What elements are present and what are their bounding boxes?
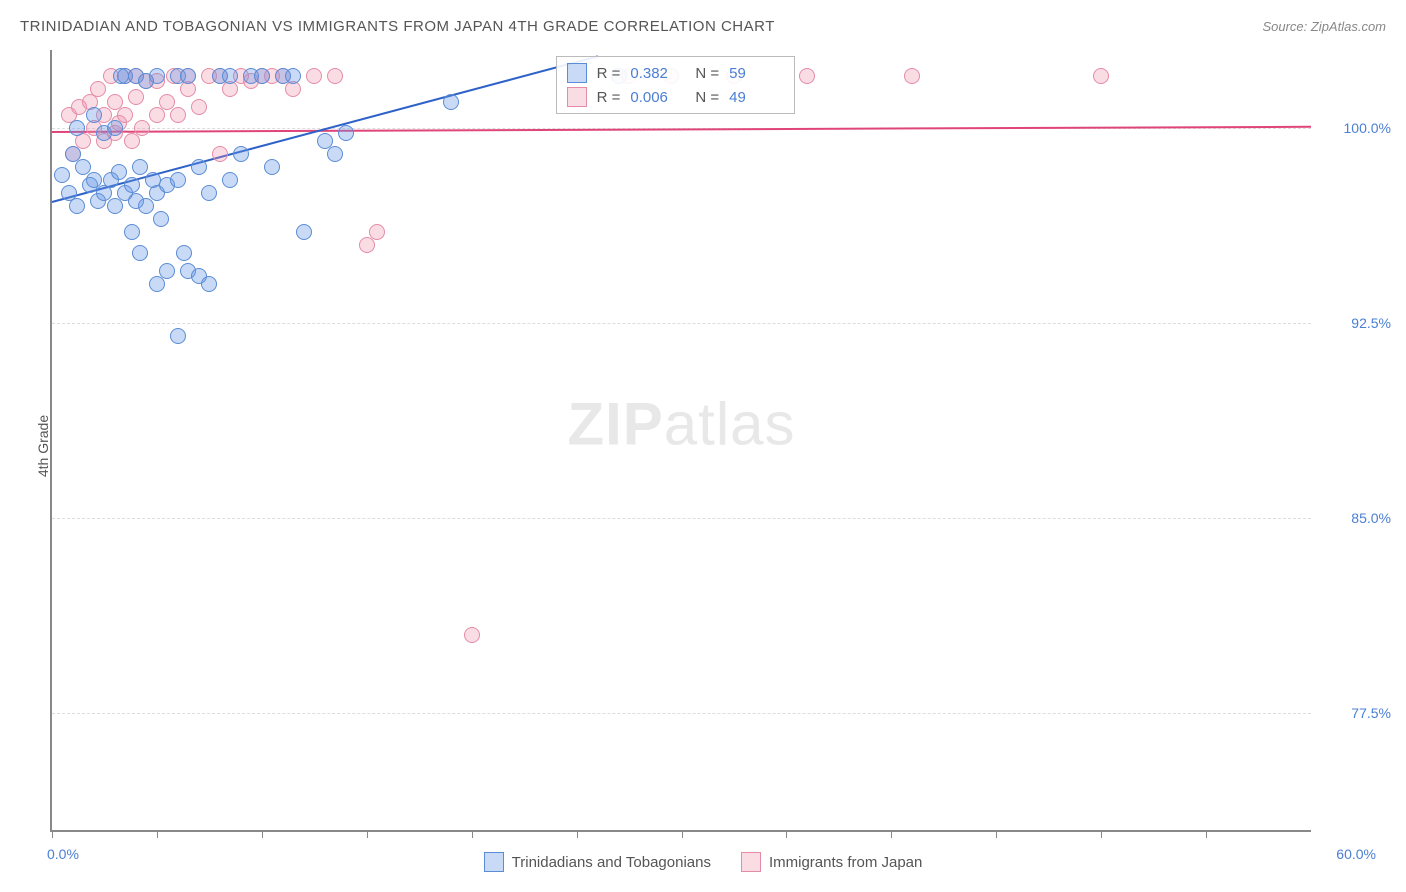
data-point-series1 — [170, 328, 186, 344]
y-axis-label: 4th Grade — [35, 415, 51, 477]
r-legend-row: R = 0.382 N = 59 — [567, 61, 785, 85]
legend-item-series2: Immigrants from Japan — [741, 852, 922, 872]
legend-item-series1: Trinidadians and Tobagonians — [484, 852, 711, 872]
data-point-series2 — [117, 107, 133, 123]
data-point-series2 — [359, 237, 375, 253]
chart-header: TRINIDADIAN AND TOBAGONIAN VS IMMIGRANTS… — [20, 18, 1386, 35]
data-point-series2 — [369, 224, 385, 240]
chart-title: TRINIDADIAN AND TOBAGONIAN VS IMMIGRANTS… — [20, 18, 775, 35]
data-point-series1 — [264, 159, 280, 175]
legend-swatch — [567, 63, 587, 83]
x-tick — [577, 830, 578, 838]
data-point-series1 — [69, 198, 85, 214]
data-point-series1 — [113, 68, 129, 84]
data-point-series2 — [90, 81, 106, 97]
x-tick — [996, 830, 997, 838]
gridline — [52, 518, 1311, 519]
data-point-series2 — [1093, 68, 1109, 84]
data-point-series2 — [170, 107, 186, 123]
data-point-series1 — [443, 94, 459, 110]
data-point-series1 — [176, 245, 192, 261]
data-point-series1 — [149, 276, 165, 292]
data-point-series1 — [285, 68, 301, 84]
data-point-series1 — [159, 263, 175, 279]
r-value: 0.382 — [630, 65, 685, 82]
data-point-series1 — [201, 185, 217, 201]
n-value: 49 — [729, 89, 784, 106]
data-point-series1 — [201, 276, 217, 292]
legend-swatch-1 — [484, 852, 504, 872]
data-point-series1 — [107, 120, 123, 136]
data-point-series2 — [904, 68, 920, 84]
y-tick-label: 85.0% — [1321, 510, 1391, 526]
data-point-series1 — [170, 172, 186, 188]
data-point-series1 — [69, 120, 85, 136]
data-point-series1 — [149, 68, 165, 84]
gridline — [52, 323, 1311, 324]
legend-swatch-2 — [741, 852, 761, 872]
data-point-series2 — [191, 99, 207, 115]
r-label: R = — [597, 89, 621, 106]
x-tick — [682, 830, 683, 838]
data-point-series1 — [296, 224, 312, 240]
data-point-series1 — [222, 68, 238, 84]
x-tick — [1206, 830, 1207, 838]
y-tick-label: 92.5% — [1321, 315, 1391, 331]
legend-label-2: Immigrants from Japan — [769, 854, 922, 871]
data-point-series1 — [124, 224, 140, 240]
data-point-series1 — [54, 167, 70, 183]
n-label: N = — [695, 65, 719, 82]
source-attribution: Source: ZipAtlas.com — [1262, 19, 1386, 34]
plot-area: ZIPatlas 77.5%85.0%92.5%100.0%0.0%60.0%R… — [50, 50, 1311, 832]
data-point-series1 — [233, 146, 249, 162]
r-value: 0.006 — [630, 89, 685, 106]
gridline — [52, 713, 1311, 714]
data-point-series1 — [338, 125, 354, 141]
data-point-series2 — [212, 146, 228, 162]
x-tick — [891, 830, 892, 838]
data-point-series1 — [327, 146, 343, 162]
watermark: ZIPatlas — [567, 390, 795, 459]
data-point-series2 — [799, 68, 815, 84]
data-point-series1 — [132, 245, 148, 261]
r-label: R = — [597, 65, 621, 82]
data-point-series1 — [132, 159, 148, 175]
n-value: 59 — [729, 65, 784, 82]
y-tick-label: 100.0% — [1321, 120, 1391, 136]
data-point-series2 — [306, 68, 322, 84]
data-point-series2 — [327, 68, 343, 84]
data-point-series1 — [138, 198, 154, 214]
data-point-series1 — [222, 172, 238, 188]
data-point-series1 — [111, 164, 127, 180]
data-point-series1 — [124, 177, 140, 193]
data-point-series1 — [107, 198, 123, 214]
x-tick — [157, 830, 158, 838]
data-point-series1 — [254, 68, 270, 84]
data-point-series1 — [180, 68, 196, 84]
x-tick — [262, 830, 263, 838]
data-point-series1 — [153, 211, 169, 227]
x-tick — [52, 830, 53, 838]
y-tick-label: 77.5% — [1321, 705, 1391, 721]
data-point-series2 — [149, 107, 165, 123]
legend-swatch — [567, 87, 587, 107]
data-point-series1 — [86, 107, 102, 123]
data-point-series1 — [191, 159, 207, 175]
r-legend-row: R = 0.006 N = 49 — [567, 85, 785, 109]
x-tick — [472, 830, 473, 838]
data-point-series2 — [464, 627, 480, 643]
correlation-legend: R = 0.382 N = 59 R = 0.006 N = 49 — [556, 56, 796, 114]
data-point-series2 — [128, 89, 144, 105]
data-point-series2 — [124, 133, 140, 149]
x-tick — [1101, 830, 1102, 838]
bottom-legend: Trinidadians and Tobagonians Immigrants … — [0, 852, 1406, 872]
n-label: N = — [695, 89, 719, 106]
legend-label-1: Trinidadians and Tobagonians — [512, 854, 711, 871]
chart-container: ZIPatlas 77.5%85.0%92.5%100.0%0.0%60.0%R… — [50, 50, 1311, 832]
x-tick — [786, 830, 787, 838]
x-tick — [367, 830, 368, 838]
data-point-series2 — [134, 120, 150, 136]
